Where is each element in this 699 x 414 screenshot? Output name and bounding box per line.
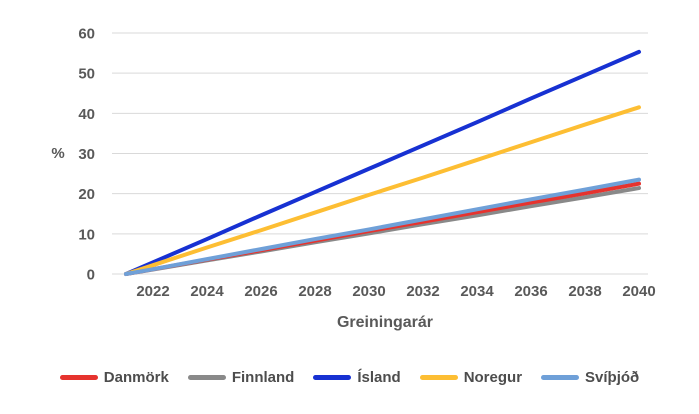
y-tick-0: 0 <box>87 267 95 284</box>
gridlines <box>112 32 648 275</box>
x-axis-tick-labels: 2022 2024 2026 2028 2030 2032 2034 2036 2038 2040 <box>136 283 655 300</box>
x-tick-2040: 2040 <box>622 283 655 300</box>
x-tick-2024: 2024 <box>190 283 224 300</box>
legend-item-Noregur: Noregur <box>419 368 523 386</box>
legend-item-Svíþjóð: Svíþjóð <box>541 369 639 386</box>
legend-item-Finnland: Finnland <box>187 368 295 386</box>
y-axis-tick-labels: 0 10 20 30 40 50 60 <box>78 26 95 284</box>
legend-label: Danmörk <box>103 368 169 386</box>
y-tick-40: 40 <box>78 106 95 123</box>
x-tick-2036: 2036 <box>514 283 547 300</box>
x-tick-2038: 2038 <box>568 283 601 300</box>
x-tick-2028: 2028 <box>298 283 331 300</box>
y-tick-60: 60 <box>78 26 95 43</box>
legend-item-Danmörk: Danmörk <box>59 368 169 386</box>
legend: Danmörk Finnland Ísland Noregur Svíþjóð <box>0 360 699 394</box>
x-axis-title: Greiningarár <box>337 314 433 331</box>
legend-label: Finnland <box>231 368 295 386</box>
legend-label: Noregur <box>463 368 523 386</box>
x-tick-2022: 2022 <box>136 283 169 300</box>
series-line-Ísland <box>124 49 641 276</box>
legend-swatch-icon <box>187 374 226 380</box>
legend-swatch-icon <box>419 374 458 380</box>
y-tick-50: 50 <box>78 66 95 83</box>
series-lines <box>124 49 641 276</box>
x-tick-2034: 2034 <box>460 283 494 300</box>
legend-label: Ísland <box>357 368 401 386</box>
x-tick-2032: 2032 <box>406 283 439 300</box>
legend-swatch-icon <box>313 374 352 380</box>
legend-swatch-icon <box>59 374 98 380</box>
legend-swatch-icon <box>541 374 580 380</box>
x-tick-2030: 2030 <box>352 283 385 300</box>
y-tick-10: 10 <box>78 226 95 243</box>
legend-label: Svíþjóð <box>585 368 640 386</box>
x-tick-2026: 2026 <box>244 283 277 300</box>
y-tick-20: 20 <box>78 186 95 203</box>
series-line-Noregur <box>124 105 641 276</box>
y-tick-30: 30 <box>78 146 95 163</box>
legend-item-Ísland: Ísland <box>313 368 401 386</box>
y-axis-label: % <box>51 145 64 162</box>
series-line-Svíþjóð <box>124 177 641 276</box>
